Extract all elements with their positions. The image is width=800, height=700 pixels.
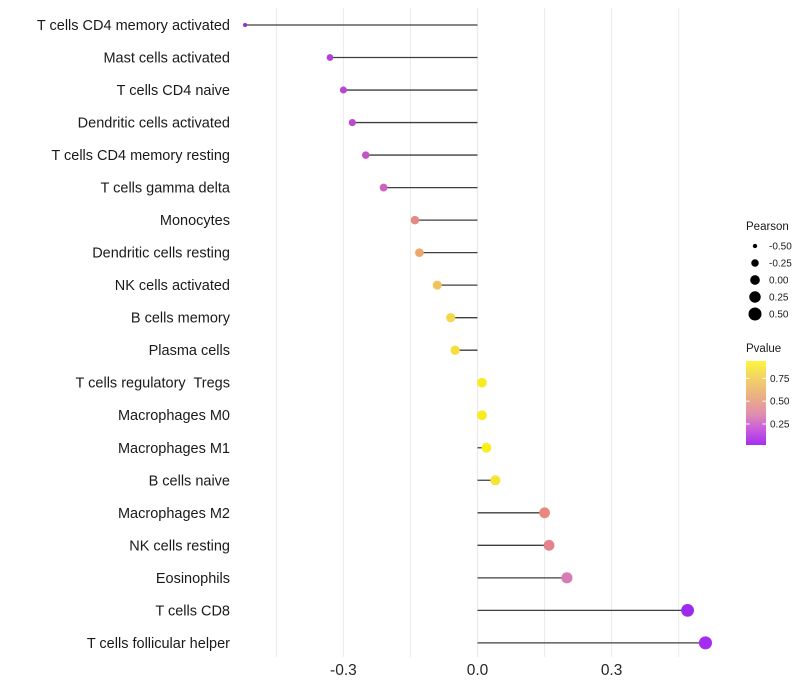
y-axis-label: Macrophages M0: [118, 408, 230, 424]
x-axis-tick-label: 0.0: [467, 662, 489, 679]
y-axis-label: Plasma cells: [149, 343, 230, 359]
y-axis-label: T cells CD4 naive: [117, 83, 230, 99]
color-legend-title: Pvalue: [746, 343, 781, 355]
size-legend-key-dot: [751, 259, 759, 267]
color-legend-tick-label: 0.25: [770, 420, 790, 431]
lollipop-dot: [477, 377, 487, 388]
size-legend-key-dot: [748, 307, 762, 321]
y-axis-label: Macrophages M2: [118, 506, 230, 522]
lollipop-dot: [539, 507, 550, 519]
lollipop-dot: [481, 442, 492, 453]
lollipop-dot: [561, 572, 573, 584]
x-axis-tick-label: 0.3: [601, 662, 623, 679]
lollipop-dot: [490, 475, 501, 486]
y-axis-label: Monocytes: [160, 213, 230, 229]
y-axis-label: Dendritic cells activated: [78, 116, 230, 132]
lollipop-dot: [543, 539, 555, 551]
lollipop-dot: [415, 248, 424, 257]
lollipop-dot: [477, 410, 487, 421]
y-axis-label: T cells regulatory Tregs: [76, 376, 230, 392]
lollipop-dot: [698, 636, 712, 650]
lollipop-dot: [326, 54, 334, 61]
lollipop-dot: [361, 151, 370, 159]
y-axis-label: T cells follicular helper: [87, 636, 230, 652]
y-axis-label: T cells CD8: [155, 603, 230, 619]
size-legend-key-dot: [750, 275, 760, 285]
y-axis-label: Eosinophils: [156, 571, 230, 587]
lollipop-dot: [410, 215, 420, 225]
y-axis-label: Dendritic cells resting: [92, 246, 230, 262]
size-legend-title: Pearson: [746, 221, 789, 233]
lollipop-dot: [379, 183, 388, 192]
lollipop-dot: [450, 345, 460, 355]
y-axis-label: B cells memory: [131, 311, 231, 327]
color-legend-tick-label: 0.75: [770, 374, 790, 385]
size-legend-key-label: -0.50: [769, 242, 792, 253]
lollipop-dot: [446, 313, 456, 323]
lollipop-dot: [243, 23, 248, 27]
y-axis-label: Mast cells activated: [103, 51, 230, 67]
size-legend-key-label: 0.00: [769, 276, 789, 287]
lollipop-dot: [432, 280, 442, 290]
y-axis-label: T cells CD4 memory resting: [51, 148, 230, 164]
size-legend-key-label: 0.25: [769, 293, 789, 304]
y-axis-label: NK cells resting: [129, 538, 230, 554]
size-legend-key-label: 0.50: [769, 310, 789, 321]
size-legend-key-label: -0.25: [769, 259, 792, 270]
size-legend-key-dot: [749, 291, 761, 303]
x-axis-tick-label: -0.3: [330, 662, 357, 679]
lollipop-dot: [348, 118, 356, 127]
y-axis-label: T cells CD4 memory activated: [37, 18, 230, 34]
color-legend-tick-label: 0.50: [770, 397, 790, 408]
size-legend-key-dot: [752, 243, 758, 249]
y-axis-label: Macrophages M1: [118, 441, 230, 457]
lollipop-dot: [339, 86, 347, 94]
y-axis-label: T cells gamma delta: [101, 181, 231, 197]
lollipop-dot: [681, 603, 695, 617]
color-legend-gradient-bar: [746, 361, 766, 445]
y-axis-label: NK cells activated: [115, 278, 230, 294]
y-axis-label: B cells naive: [149, 473, 230, 489]
